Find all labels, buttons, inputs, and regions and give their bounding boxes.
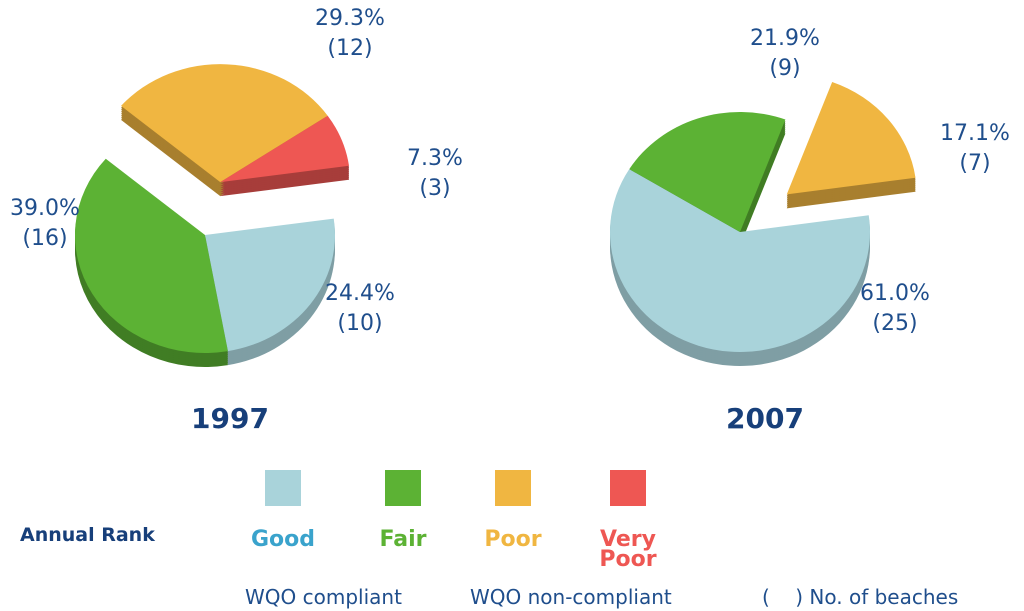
legend-swatch xyxy=(265,470,301,506)
value-label: 17.1% xyxy=(940,121,1010,146)
pie xyxy=(74,64,350,367)
count-label: (9) xyxy=(769,56,800,81)
value-label: 61.0% xyxy=(860,281,930,306)
legend-label: Fair xyxy=(379,527,427,552)
pie-slice xyxy=(610,169,871,353)
pie-slice xyxy=(121,64,328,183)
legend-note: WQO compliant xyxy=(245,585,402,609)
pie xyxy=(610,81,916,367)
legend-label: Good xyxy=(250,527,316,552)
pie-title: 2007 xyxy=(726,402,804,435)
legend-label: Poor xyxy=(484,527,542,552)
count-label: (3) xyxy=(419,176,450,201)
value-label: 7.3% xyxy=(407,146,463,171)
pie-slice xyxy=(75,158,228,353)
count-label: (16) xyxy=(22,226,67,251)
legend-swatch xyxy=(610,470,646,506)
count-label: (25) xyxy=(872,311,917,336)
legend-note: ( ) No. of beaches xyxy=(762,585,959,609)
legend-label: Very Poor xyxy=(599,527,657,572)
pie-slice xyxy=(786,81,916,195)
pie-title: 1997 xyxy=(191,402,269,435)
legend-swatch xyxy=(495,470,531,506)
pie-slice xyxy=(629,112,786,232)
value-label: 39.0% xyxy=(10,196,80,221)
count-label: (10) xyxy=(337,311,382,336)
count-label: (12) xyxy=(327,36,372,61)
pie-slice xyxy=(220,115,350,183)
count-label: (7) xyxy=(959,151,990,176)
value-label: 29.3% xyxy=(315,6,385,31)
legend-title: Annual Rank xyxy=(20,524,155,546)
value-label: 24.4% xyxy=(325,281,395,306)
pie-slice xyxy=(205,218,336,352)
legend-note: WQO non-compliant xyxy=(470,585,672,609)
legend-swatch xyxy=(385,470,421,506)
value-label: 21.9% xyxy=(750,26,820,51)
